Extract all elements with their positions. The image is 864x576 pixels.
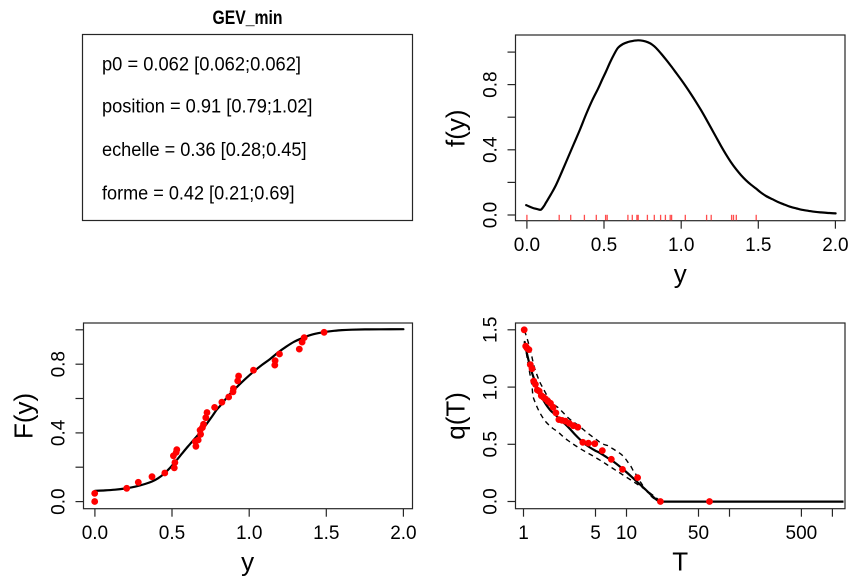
svg-text:0.8: 0.8	[48, 351, 69, 377]
svg-text:1.0: 1.0	[480, 374, 501, 400]
svg-text:2.0: 2.0	[822, 235, 848, 256]
svg-text:y: y	[241, 547, 254, 576]
svg-text:1.0: 1.0	[668, 235, 694, 256]
svg-text:0.5: 0.5	[480, 431, 501, 457]
svg-text:1.5: 1.5	[480, 317, 501, 343]
svg-text:500: 500	[786, 523, 818, 544]
svg-text:F(y): F(y)	[8, 393, 38, 439]
svg-text:5: 5	[590, 523, 601, 544]
svg-text:1: 1	[518, 523, 529, 544]
svg-text:0.0: 0.0	[48, 488, 69, 514]
svg-text:0.8: 0.8	[480, 71, 501, 97]
svg-text:0.5: 0.5	[591, 235, 617, 256]
svg-text:echelle = 0.36 [0.28;0.45]: echelle = 0.36 [0.28;0.45]	[102, 140, 307, 161]
svg-text:y: y	[674, 258, 687, 288]
svg-text:1.5: 1.5	[313, 523, 339, 544]
svg-text:1.5: 1.5	[745, 235, 771, 256]
svg-text:50: 50	[688, 523, 709, 544]
svg-text:10: 10	[616, 523, 637, 544]
svg-text:position = 0.91 [0.79;1.02]: position = 0.91 [0.79;1.02]	[102, 97, 313, 118]
svg-text:0.4: 0.4	[48, 419, 69, 446]
svg-text:f(y): f(y)	[440, 109, 470, 147]
svg-text:p0 = 0.062 [0.062;0.062]: p0 = 0.062 [0.062;0.062]	[102, 55, 301, 76]
svg-text:0.5: 0.5	[159, 523, 185, 544]
svg-text:0.0: 0.0	[82, 523, 108, 544]
svg-text:GEV_min: GEV_min	[213, 8, 283, 29]
svg-text:forme = 0.42 [0.21;0.69]: forme = 0.42 [0.21;0.69]	[102, 183, 295, 204]
svg-text:0.0: 0.0	[480, 488, 501, 514]
svg-text:q(T): q(T)	[440, 392, 470, 440]
svg-text:1.0: 1.0	[236, 523, 262, 544]
svg-text:0.0: 0.0	[514, 235, 540, 256]
svg-text:0.0: 0.0	[480, 202, 501, 228]
svg-text:2.0: 2.0	[390, 523, 416, 544]
svg-text:T: T	[672, 547, 688, 576]
svg-text:0.4: 0.4	[480, 136, 501, 163]
